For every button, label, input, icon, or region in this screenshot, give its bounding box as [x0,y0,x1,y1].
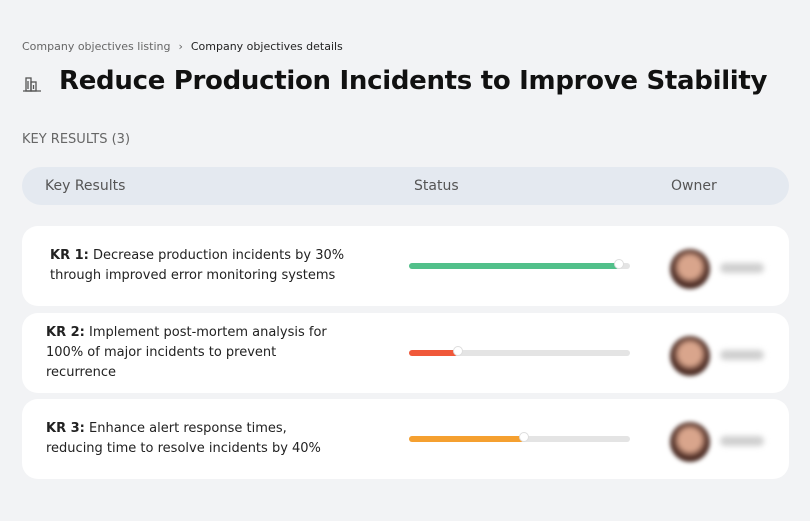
progress-knob [518,432,529,442]
key-result-row[interactable]: KR 1: Decrease production incidents by 3… [22,226,789,306]
key-result-label: KR 1: [50,248,89,263]
key-result-text: KR 1: Decrease production incidents by 3… [50,246,350,286]
column-header: Owner [671,178,717,194]
owner-name [720,436,764,446]
key-result-label: KR 3: [46,421,85,436]
progress-fill [409,263,619,269]
owner-avatar [670,422,710,462]
breadcrumb: Company objectives listing › Company objec… [22,40,343,53]
progress-fill [409,350,458,356]
owner-avatar [670,249,710,289]
owner-name [720,263,764,273]
progress-knob [613,259,624,269]
breadcrumb-link[interactable]: Company objectives listing [22,40,171,53]
breadcrumb-current: Company objectives details [190,40,343,53]
progress-track [409,259,630,269]
progress-knob [452,346,463,356]
key-result-text: KR 2: Implement post-mortem analysis for… [46,323,346,383]
objective-icon [23,77,41,92]
progress-track [409,346,630,356]
progress-track [409,432,630,442]
key-result-description: Implement post-mortem analysis for 100% … [46,325,327,380]
section-label: KEY RESULTS (3) [22,132,131,147]
column-header: Key Results [45,178,126,194]
page-title: Reduce Production Incidents to Improve S… [59,66,768,96]
key-result-row[interactable]: KR 3: Enhance alert response times, redu… [22,399,789,479]
key-result-text: KR 3: Enhance alert response times, redu… [46,419,346,459]
owner-avatar [670,336,710,376]
owner-name [720,350,764,360]
key-result-description: Enhance alert response times, reducing t… [46,421,321,456]
key-result-label: KR 2: [46,325,85,340]
table-header: Key Results Status Owner [22,167,789,205]
key-result-row[interactable]: KR 2: Implement post-mortem analysis for… [22,313,789,393]
progress-fill [409,436,524,442]
column-header: Status [414,178,459,194]
key-result-description: Decrease production incidents by 30% thr… [50,248,345,283]
